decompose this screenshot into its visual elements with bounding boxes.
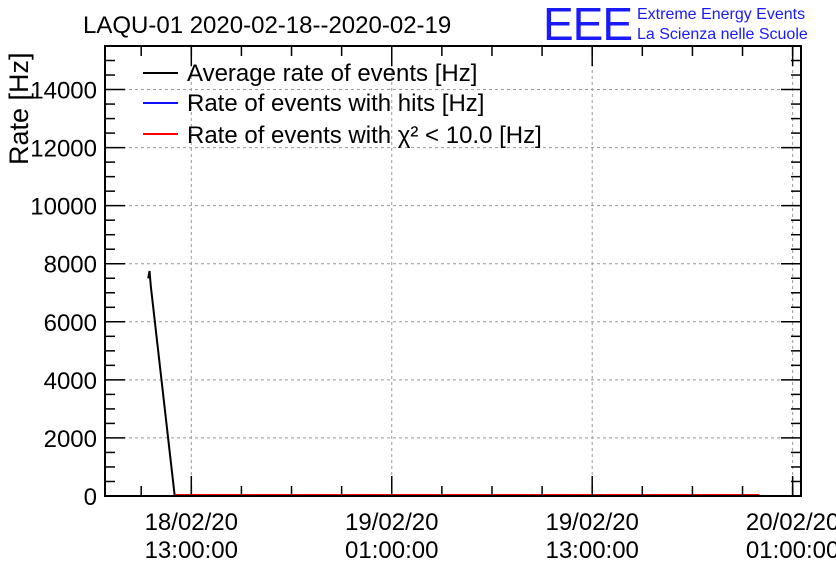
x-tick-label-time: 01:00:00 xyxy=(746,537,836,564)
y-tick-label: 12000 xyxy=(30,136,97,163)
x-tick-label-date: 18/02/20 xyxy=(145,509,238,536)
grid-lines xyxy=(105,46,801,496)
series-line-average xyxy=(147,270,760,496)
x-tick-label-time: 01:00:00 xyxy=(345,537,438,564)
plot-frame xyxy=(104,45,802,497)
x-tick-label-date: 19/02/20 xyxy=(545,509,638,536)
legend-label-chi2: Rate of events with χ² < 10.0 [Hz] xyxy=(187,122,542,149)
x-tick-label-date: 20/02/20 xyxy=(746,509,836,536)
y-tick-label: 2000 xyxy=(44,426,97,453)
eee-logo: EEE Extreme Energy Events La Scienza nel… xyxy=(543,0,808,50)
x-tick-label-date: 19/02/20 xyxy=(345,509,438,536)
axis-ticks xyxy=(105,45,801,497)
x-tick-label-time: 13:00:00 xyxy=(145,537,238,564)
y-tick-label: 8000 xyxy=(44,252,97,279)
y-tick-label: 6000 xyxy=(44,310,97,337)
logo-line-2: La Scienza nelle Scuole xyxy=(637,26,808,43)
y-tick-label: 10000 xyxy=(30,194,97,221)
logo-mark: EEE xyxy=(543,0,632,50)
y-tick-label: 4000 xyxy=(44,368,97,395)
chart-title: LAQU-01 2020-02-18--2020-02-19 xyxy=(83,12,451,39)
y-tick-label: 0 xyxy=(84,484,97,511)
legend-label-average: Average rate of events [Hz] xyxy=(187,60,477,87)
x-tick-label-time: 13:00:00 xyxy=(545,537,638,564)
legend: Average rate of events [Hz] Rate of even… xyxy=(143,60,542,149)
logo-line-1: Extreme Energy Events xyxy=(637,6,805,23)
legend-label-hits: Rate of events with hits [Hz] xyxy=(187,90,484,117)
series-lines xyxy=(147,270,760,496)
x-tick-labels: 18/02/2013:00:0019/02/2001:00:0019/02/20… xyxy=(145,509,836,564)
y-tick-labels: 0 2000 4000 6000 8000 10000 12000 14000 xyxy=(30,78,97,511)
y-axis-label: Rate [Hz] xyxy=(4,52,34,165)
y-tick-label: 14000 xyxy=(30,78,97,105)
